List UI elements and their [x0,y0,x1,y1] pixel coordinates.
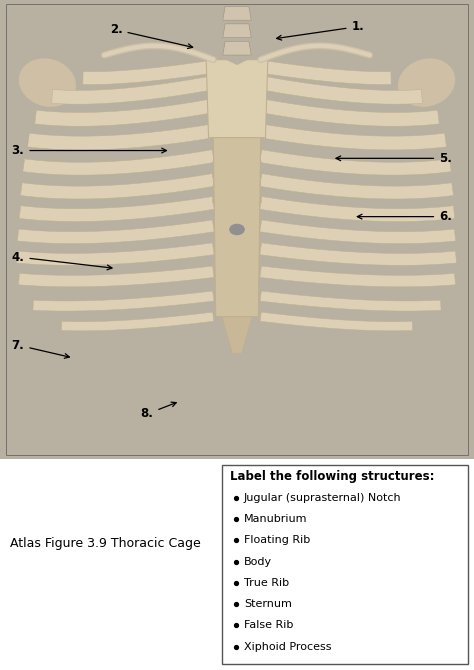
Polygon shape [35,98,215,126]
Polygon shape [260,174,454,199]
Polygon shape [223,42,251,55]
Polygon shape [20,174,214,199]
Polygon shape [260,124,447,150]
Bar [222,465,468,664]
Ellipse shape [230,224,244,234]
Polygon shape [260,291,441,311]
Polygon shape [33,291,214,311]
Polygon shape [62,312,214,331]
Text: 1.: 1. [277,20,364,40]
Ellipse shape [19,59,75,106]
Polygon shape [260,60,391,84]
Text: Jugular (suprasternal) Notch: Jugular (suprasternal) Notch [244,492,401,502]
Polygon shape [223,7,251,20]
Text: Floating Rib: Floating Rib [244,535,310,545]
Polygon shape [19,196,214,222]
Polygon shape [223,58,251,64]
Polygon shape [206,60,268,137]
Text: 8.: 8. [140,402,176,421]
Text: 6.: 6. [357,210,452,223]
Polygon shape [17,243,214,265]
Polygon shape [260,243,456,265]
Ellipse shape [399,59,455,106]
Polygon shape [52,76,215,104]
Polygon shape [260,312,412,331]
Polygon shape [260,149,451,175]
Text: 4.: 4. [11,251,112,270]
Text: Manubrium: Manubrium [244,514,308,524]
Polygon shape [260,196,455,222]
Polygon shape [23,149,214,175]
Polygon shape [18,220,214,244]
Text: Xiphoid Process: Xiphoid Process [244,642,331,652]
Text: Label the following structures:: Label the following structures: [230,470,435,483]
Polygon shape [213,137,261,317]
Polygon shape [259,98,439,126]
Polygon shape [260,220,456,244]
Text: True Rib: True Rib [244,578,289,588]
Polygon shape [27,124,214,150]
Polygon shape [18,266,214,287]
Text: 2.: 2. [110,23,192,48]
Text: Body: Body [244,557,272,567]
Polygon shape [223,24,251,38]
Polygon shape [260,266,456,287]
Text: 3.: 3. [12,144,166,157]
Polygon shape [259,76,422,104]
Text: False Rib: False Rib [244,620,293,630]
Text: Atlas Figure 3.9 Thoracic Cage: Atlas Figure 3.9 Thoracic Cage [10,537,201,550]
Text: 7.: 7. [12,338,69,358]
Polygon shape [83,60,214,84]
Text: 5.: 5. [336,152,452,165]
Polygon shape [222,317,252,353]
Text: Sternum: Sternum [244,599,292,609]
